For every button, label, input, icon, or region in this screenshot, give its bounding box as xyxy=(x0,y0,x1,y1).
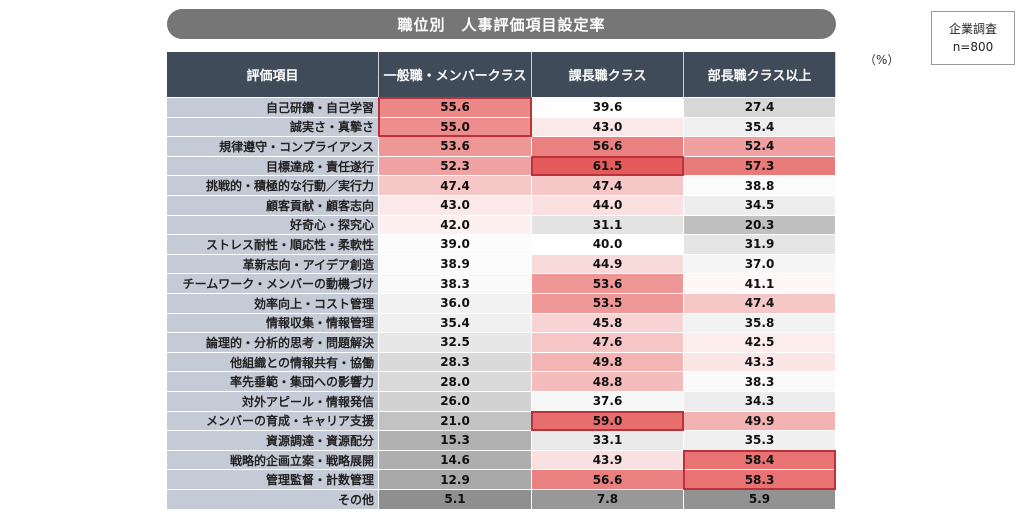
header-column-3: 部長職クラス以上 xyxy=(684,52,836,98)
value-cell: 31.9 xyxy=(684,235,836,255)
value-cell: 47.4 xyxy=(532,176,684,196)
header-column-2: 課長職クラス xyxy=(532,52,684,98)
value-cell: 41.1 xyxy=(684,274,836,294)
value-cell: 31.1 xyxy=(532,215,684,236)
value-cell: 47.4 xyxy=(684,294,836,314)
value-cell: 7.8 xyxy=(532,490,684,510)
value-cell: 36.0 xyxy=(379,294,532,314)
row-label: その他 xyxy=(167,490,379,510)
value-cell: 37.6 xyxy=(532,392,684,412)
value-cell: 26.0 xyxy=(379,392,532,412)
value-cell: 15.3 xyxy=(379,431,532,451)
row-label: 資源調達・資源配分 xyxy=(167,431,379,451)
value-cell: 49.9 xyxy=(684,411,836,432)
value-cell: 34.5 xyxy=(684,196,836,216)
value-cell: 61.5 xyxy=(532,156,684,177)
value-cell: 52.3 xyxy=(379,156,532,177)
value-cell: 35.4 xyxy=(684,117,836,138)
row-label: 率先垂範・集団への影響力 xyxy=(167,372,379,392)
value-cell: 42.5 xyxy=(684,333,836,353)
sample-size: n=800 xyxy=(952,40,994,54)
value-cell: 56.6 xyxy=(532,470,684,490)
row-label: 顧客貢献・顧客志向 xyxy=(167,196,379,216)
value-cell: 43.0 xyxy=(379,196,532,216)
row-label: ストレス耐性・順応性・柔軟性 xyxy=(167,235,379,255)
value-cell: 20.3 xyxy=(684,215,836,236)
value-cell: 21.0 xyxy=(379,411,532,432)
value-cell: 5.9 xyxy=(684,490,836,510)
row-label: 情報収集・情報管理 xyxy=(167,313,379,334)
value-cell: 32.5 xyxy=(379,333,532,353)
value-cell: 55.0 xyxy=(379,117,532,138)
value-cell: 59.0 xyxy=(532,411,684,432)
value-cell: 58.4 xyxy=(684,450,836,471)
value-cell: 48.8 xyxy=(532,372,684,392)
row-label: 自己研鑽・自己学習 xyxy=(167,98,379,118)
value-cell: 52.4 xyxy=(684,137,836,157)
value-cell: 57.3 xyxy=(684,156,836,177)
row-label: 論理的・分析的思考・問題解決 xyxy=(167,333,379,353)
value-cell: 55.6 xyxy=(379,98,532,118)
row-label: 戦略的企画立案・戦略展開 xyxy=(167,450,379,471)
row-label: 挑戦的・積極的な行動／実行力 xyxy=(167,176,379,196)
header-item: 評価項目 xyxy=(167,52,379,98)
value-cell: 47.6 xyxy=(532,333,684,353)
value-cell: 40.0 xyxy=(532,235,684,255)
value-cell: 44.9 xyxy=(532,254,684,275)
value-cell: 37.0 xyxy=(684,254,836,275)
value-cell: 12.9 xyxy=(379,470,532,490)
row-label: チームワーク・メンバーの動機づけ xyxy=(167,274,379,294)
value-cell: 35.8 xyxy=(684,313,836,334)
evaluation-table: 評価項目 一般職・メンバークラス 課長職クラス 部長職クラス以上自己研鑽・自己学習 55… xyxy=(167,52,836,510)
value-cell: 28.3 xyxy=(379,352,532,373)
row-label: 目標達成・責任遂行 xyxy=(167,156,379,177)
value-cell: 44.0 xyxy=(532,196,684,216)
value-cell: 42.0 xyxy=(379,215,532,236)
row-label: 好奇心・探究心 xyxy=(167,215,379,236)
value-cell: 58.3 xyxy=(684,470,836,490)
survey-type: 企業調査 xyxy=(948,22,997,36)
value-cell: 56.6 xyxy=(532,137,684,157)
row-label: メンバーの育成・キャリア支援 xyxy=(167,411,379,432)
value-cell: 39.6 xyxy=(532,98,684,118)
value-cell: 53.6 xyxy=(379,137,532,157)
value-cell: 14.6 xyxy=(379,450,532,471)
value-cell: 35.3 xyxy=(684,431,836,451)
row-label: 管理監督・計数管理 xyxy=(167,470,379,490)
value-cell: 47.4 xyxy=(379,176,532,196)
row-label: 効率向上・コスト管理 xyxy=(167,294,379,314)
row-label: 対外アピール・情報発信 xyxy=(167,392,379,412)
value-cell: 35.4 xyxy=(379,313,532,334)
value-cell: 43.9 xyxy=(532,450,684,471)
value-cell: 38.3 xyxy=(684,372,836,392)
value-cell: 49.8 xyxy=(532,352,684,373)
row-label: 誠実さ・真摯さ xyxy=(167,117,379,138)
value-cell: 53.5 xyxy=(532,294,684,314)
value-cell: 5.1 xyxy=(379,490,532,510)
value-cell: 28.0 xyxy=(379,372,532,392)
survey-info-box: 企業調査 n=800 xyxy=(931,11,1015,65)
header-column-1: 一般職・メンバークラス xyxy=(379,52,532,98)
value-cell: 33.1 xyxy=(532,431,684,451)
value-cell: 38.8 xyxy=(684,176,836,196)
value-cell: 27.4 xyxy=(684,98,836,118)
value-cell: 43.0 xyxy=(532,117,684,138)
value-cell: 53.6 xyxy=(532,274,684,294)
value-cell: 43.3 xyxy=(684,352,836,373)
chart-title: 職位別 人事評価項目設定率 xyxy=(167,9,836,39)
unit-label: （%） xyxy=(864,53,900,67)
value-cell: 45.8 xyxy=(532,313,684,334)
value-cell: 38.9 xyxy=(379,254,532,275)
value-cell: 38.3 xyxy=(379,274,532,294)
value-cell: 39.0 xyxy=(379,235,532,255)
row-label: 他組織との情報共有・協働 xyxy=(167,352,379,373)
row-label: 規律遵守・コンプライアンス xyxy=(167,137,379,157)
value-cell: 34.3 xyxy=(684,392,836,412)
row-label: 革新志向・アイデア創造 xyxy=(167,254,379,275)
